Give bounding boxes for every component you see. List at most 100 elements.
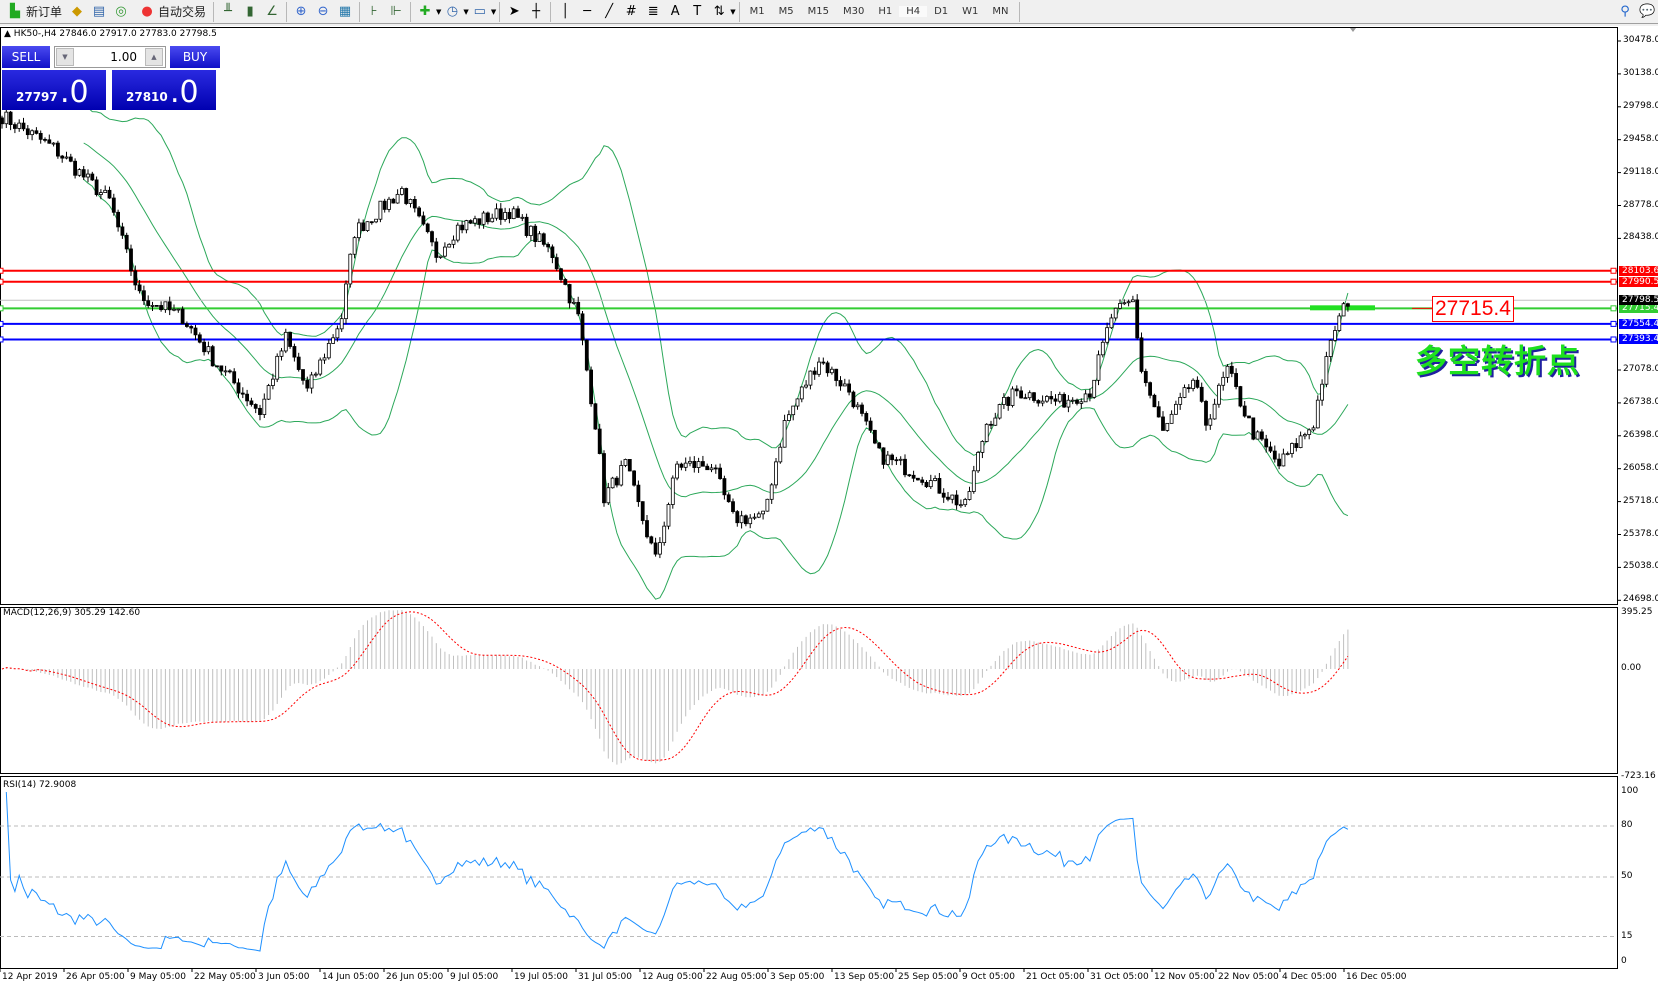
arrows-icon[interactable]: ⇅: [713, 3, 725, 19]
candle: [748, 514, 753, 529]
dropdown-arrow-icon[interactable]: ▼: [490, 7, 497, 16]
trendline-icon[interactable]: ╱: [605, 3, 614, 19]
bar-chart-icon[interactable]: ╨: [224, 3, 232, 19]
dropdown-arrow-icon[interactable]: ▼: [730, 7, 736, 16]
period-m30[interactable]: M30: [842, 6, 865, 17]
buy-price-box[interactable]: 27810.0: [112, 70, 216, 110]
date-label: 19 Jul 05:00: [514, 972, 568, 982]
dropdown-arrow-icon[interactable]: ▼: [436, 7, 442, 16]
search-icon[interactable]: ⚲: [1620, 3, 1630, 19]
cursor-icon[interactable]: ➤: [508, 3, 520, 19]
candle: [503, 207, 508, 222]
sell-price-box[interactable]: 27797.0: [2, 70, 106, 110]
period-m15[interactable]: M15: [807, 6, 829, 17]
signals-icon[interactable]: ◎: [115, 3, 127, 19]
candle-body: [313, 373, 318, 376]
lot-decrease-button[interactable]: ▼: [56, 48, 74, 66]
candle: [1281, 448, 1286, 467]
candle-body: [791, 405, 796, 416]
candle-body: [107, 189, 112, 199]
candle-body: [950, 494, 955, 500]
period-h4[interactable]: H4: [899, 6, 928, 17]
rsi-label: RSI(14) 72.9008: [3, 780, 77, 790]
candle: [81, 165, 86, 181]
indicators-icon[interactable]: ✚: [419, 3, 431, 19]
period-mn[interactable]: MN: [992, 6, 1009, 17]
zoom-out-icon[interactable]: ⊖: [317, 3, 329, 19]
tile-windows-icon[interactable]: ▦: [338, 3, 352, 19]
rsi-axis-label: 0: [1621, 956, 1627, 966]
line-chart-icon[interactable]: ∠: [266, 3, 278, 19]
period-d1[interactable]: D1: [934, 6, 949, 17]
period-m5[interactable]: M5: [778, 6, 794, 17]
navigator-icon[interactable]: ▤: [92, 3, 106, 19]
pivot-annotation[interactable]: 多空转折点: [1415, 342, 1581, 380]
candle-body: [554, 257, 559, 270]
candle: [1083, 389, 1088, 403]
fibonacci-icon[interactable]: ≣: [647, 3, 659, 19]
equidistant-channel-icon[interactable]: #: [625, 3, 637, 19]
candle: [442, 242, 447, 258]
candle-body: [129, 248, 133, 272]
candle-body: [279, 350, 284, 357]
candle-body: [877, 442, 882, 449]
candle-body: [1096, 354, 1101, 381]
dropdown-arrow-icon[interactable]: ▼: [463, 7, 469, 16]
candlestick-icon[interactable]: ▮: [246, 3, 254, 19]
price-label[interactable]: 27715.4: [1432, 296, 1514, 322]
chat-icon[interactable]: 💬: [1639, 3, 1656, 19]
candle: [1066, 395, 1071, 413]
zoom-in-icon[interactable]: ⊕: [295, 3, 307, 19]
candle-body: [1152, 394, 1157, 408]
candle: [111, 193, 116, 216]
candle: [485, 211, 490, 225]
candle-body: [176, 308, 181, 311]
candle: [524, 213, 529, 238]
lot-size-input[interactable]: 1.00: [54, 46, 166, 68]
sell-button[interactable]: SELL: [2, 46, 50, 68]
hline-price-tag[interactable]: 27393.4: [1619, 334, 1658, 345]
chart-shift-icon[interactable]: ⊦: [370, 3, 378, 19]
text-label-icon[interactable]: T: [693, 3, 702, 19]
candle: [1014, 385, 1019, 397]
auto-trading-button[interactable]: ● 自动交易: [132, 1, 210, 23]
candle-body: [520, 216, 525, 219]
candle: [584, 339, 589, 372]
candle-body: [245, 393, 250, 402]
candle-body: [709, 467, 714, 471]
candle: [855, 402, 860, 410]
vertical-line-icon[interactable]: │: [561, 3, 570, 19]
candle: [937, 472, 942, 494]
candle-body: [206, 346, 211, 353]
periods-icon[interactable]: ◷: [446, 3, 459, 19]
hline-price-tag[interactable]: 27990.5: [1619, 276, 1658, 287]
hline-price-tag[interactable]: 28103.6: [1619, 265, 1658, 276]
collapse-arrow-icon[interactable]: ▲: [4, 29, 14, 39]
text-icon[interactable]: A: [670, 3, 680, 19]
candle: [253, 403, 258, 414]
candle-body: [739, 515, 744, 524]
candle: [193, 324, 198, 341]
period-w1[interactable]: W1: [962, 6, 979, 17]
horizontal-line-icon[interactable]: ─: [583, 3, 592, 19]
candle-body: [1264, 438, 1269, 448]
period-h1[interactable]: H1: [878, 6, 893, 17]
candle-body: [1053, 398, 1058, 402]
candle: [438, 255, 443, 259]
autoscroll-icon[interactable]: ⊩: [390, 3, 402, 19]
price-axis-label: 30138.0: [1623, 67, 1658, 78]
candle: [967, 486, 972, 501]
candle: [258, 404, 262, 421]
period-m1[interactable]: M1: [749, 6, 765, 17]
new-order-button[interactable]: ▙ 新订单: [0, 1, 66, 23]
market-watch-icon[interactable]: ◆: [72, 3, 83, 19]
candle-body: [417, 207, 422, 217]
hline-price-tag[interactable]: 27554.4: [1619, 318, 1658, 329]
candle-body: [881, 447, 886, 465]
templates-icon[interactable]: ▭: [473, 3, 486, 19]
crosshair-icon[interactable]: ┼: [532, 3, 541, 19]
lot-increase-button[interactable]: ▲: [145, 48, 163, 66]
hline-price-tag[interactable]: 27715.4: [1619, 303, 1658, 314]
buy-button[interactable]: BUY: [170, 46, 220, 68]
